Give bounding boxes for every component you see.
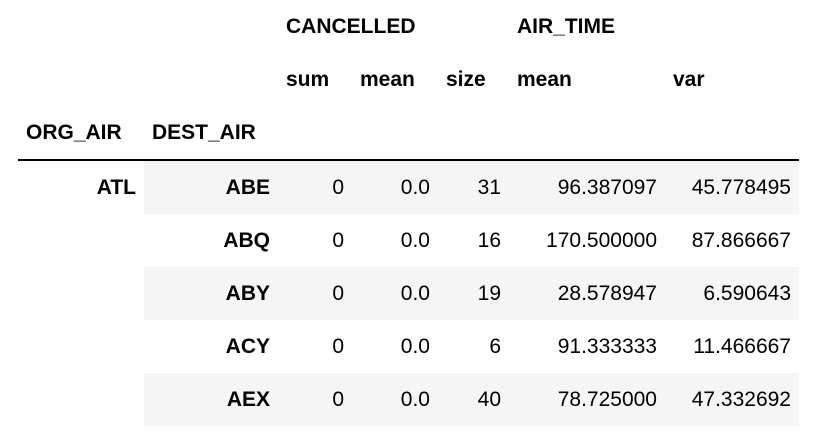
index-dest-value: ABY [144, 267, 278, 320]
cell-var: 11.466667 [665, 320, 799, 373]
cell-air-time-mean: 170.500000 [509, 214, 665, 267]
column-group-cancelled: CANCELLED [286, 15, 416, 38]
sub-column-size: size [446, 68, 486, 91]
header-blank [352, 106, 438, 161]
index-dest-value: ACY [144, 320, 278, 373]
sub-column-air-time-mean: mean [517, 68, 572, 91]
header-blank [278, 106, 352, 161]
header-blank [509, 106, 665, 161]
index-dest-value: ABQ [144, 214, 278, 267]
cell-cancelled-mean: 0.0 [352, 214, 438, 267]
cell-sum: 0 [278, 373, 352, 426]
cell-var: 47.332692 [665, 373, 799, 426]
cell-sum: 0 [278, 320, 352, 373]
index-dest-value: AEX [144, 373, 278, 426]
table-row: ABQ 0 0.0 16 170.500000 87.866667 [18, 214, 799, 267]
column-group-air-time: AIR_TIME [517, 15, 616, 38]
header-blank [144, 53, 278, 106]
cell-var: 45.778495 [665, 160, 799, 214]
cell-size: 6 [438, 320, 509, 373]
cell-air-time-mean: 96.387097 [509, 160, 665, 214]
cell-cancelled-mean: 0.0 [352, 373, 438, 426]
cell-size: 16 [438, 214, 509, 267]
cell-size: 19 [438, 267, 509, 320]
header-blank [144, 0, 278, 53]
index-name-dest-air: DEST_AIR [144, 106, 278, 161]
table-header: CANCELLED AIR_TIME sum mean size mean va… [18, 0, 799, 161]
table-row: ACY 0 0.0 6 91.333333 11.466667 [18, 320, 799, 373]
header-blank [438, 106, 509, 161]
cell-air-time-mean: 28.578947 [509, 267, 665, 320]
cell-size: 40 [438, 373, 509, 426]
index-org-value: ATL [96, 176, 136, 199]
dataframe-table: CANCELLED AIR_TIME sum mean size mean va… [18, 0, 799, 426]
table-body: ATL ABE 0 0.0 31 96.387097 45.778495 ABQ… [18, 160, 799, 426]
header-blank [18, 0, 144, 53]
cell-sum: 0 [278, 214, 352, 267]
header-row-groups: CANCELLED AIR_TIME [18, 0, 799, 53]
cell-cancelled-mean: 0.0 [352, 267, 438, 320]
table-row: ATL ABE 0 0.0 31 96.387097 45.778495 [18, 160, 799, 214]
header-row-subcolumns: sum mean size mean var [18, 53, 799, 106]
table-row: ABY 0 0.0 19 28.578947 6.590643 [18, 267, 799, 320]
header-blank [665, 106, 799, 161]
sub-column-var: var [673, 68, 705, 91]
cell-air-time-mean: 91.333333 [509, 320, 665, 373]
cell-sum: 0 [278, 160, 352, 214]
index-dest-value: ABE [144, 160, 278, 214]
index-name-org-air: ORG_AIR [18, 106, 144, 161]
header-blank [18, 53, 144, 106]
sub-column-cancelled-mean: mean [360, 68, 415, 91]
table-row: AEX 0 0.0 40 78.725000 47.332692 [18, 373, 799, 426]
header-row-index-names: ORG_AIR DEST_AIR [18, 106, 799, 161]
cell-sum: 0 [278, 267, 352, 320]
cell-cancelled-mean: 0.0 [352, 320, 438, 373]
cell-var: 6.590643 [665, 267, 799, 320]
cell-size: 31 [438, 160, 509, 214]
cell-cancelled-mean: 0.0 [352, 160, 438, 214]
cell-var: 87.866667 [665, 214, 799, 267]
cell-air-time-mean: 78.725000 [509, 373, 665, 426]
sub-column-sum: sum [286, 68, 330, 91]
